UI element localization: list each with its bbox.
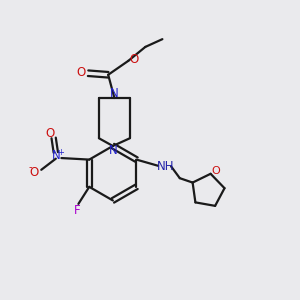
Text: O: O xyxy=(129,53,139,66)
Text: O: O xyxy=(212,166,220,176)
Text: N: N xyxy=(110,86,119,100)
Text: F: F xyxy=(74,204,80,217)
Text: O: O xyxy=(30,166,39,179)
Text: N: N xyxy=(51,149,60,162)
Text: N: N xyxy=(109,144,117,158)
Text: O: O xyxy=(76,66,86,79)
Text: +: + xyxy=(57,148,64,157)
Text: O: O xyxy=(45,127,55,140)
Text: -: - xyxy=(29,162,32,172)
Text: NH: NH xyxy=(157,160,175,173)
